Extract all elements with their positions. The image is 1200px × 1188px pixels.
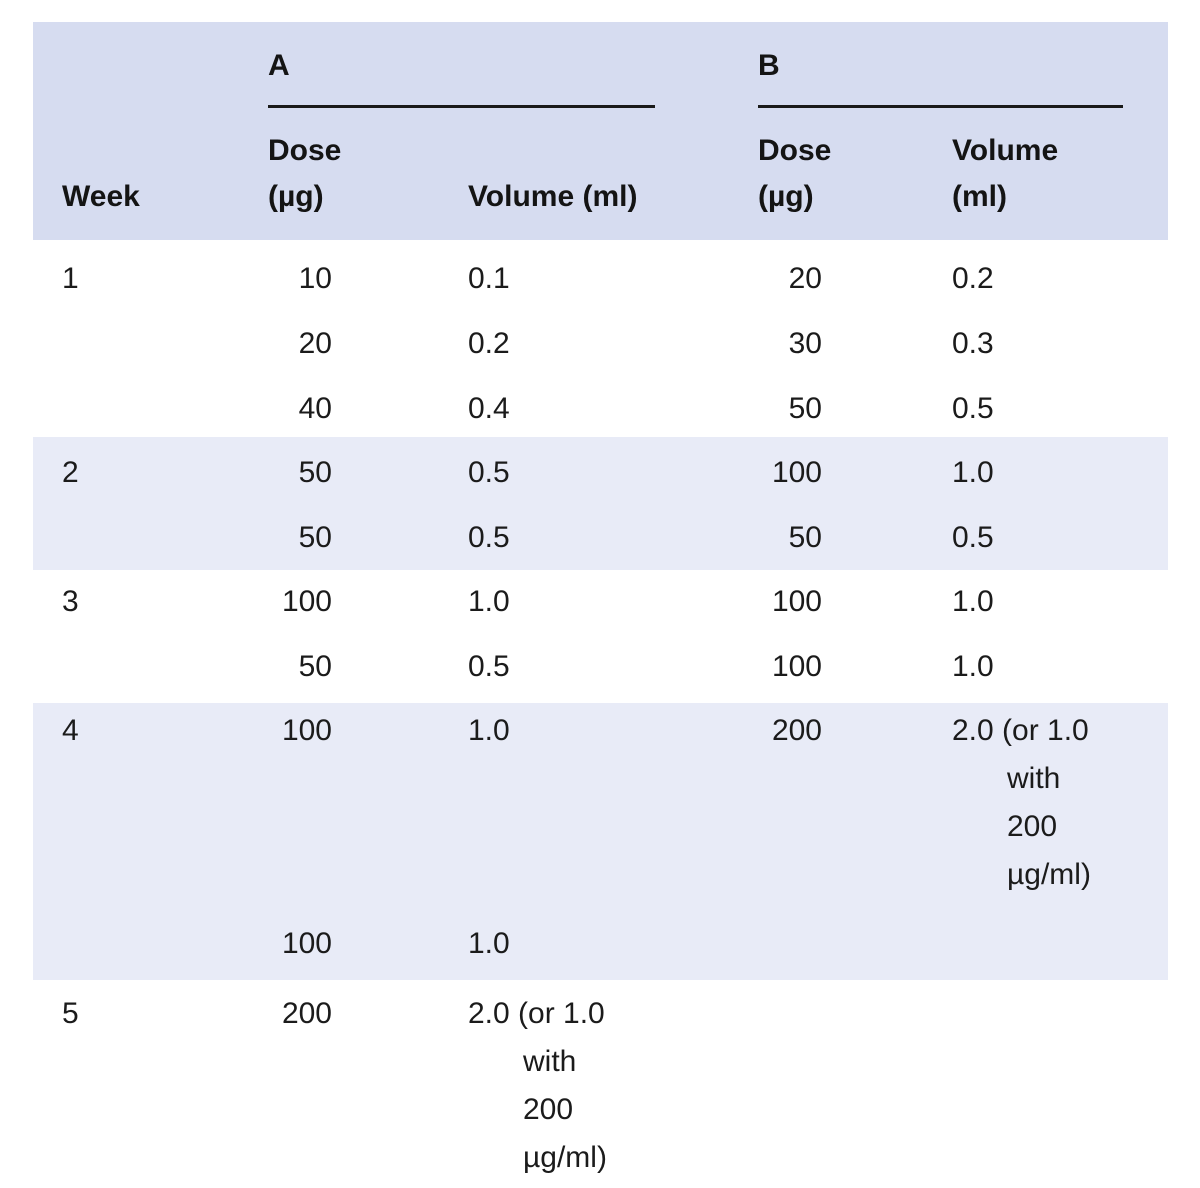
- week-cell: 4: [62, 714, 79, 747]
- b-volume-cell: 0.5: [952, 521, 994, 554]
- col-header-a-dose: Dose: [268, 134, 342, 167]
- group-b-label: B: [758, 49, 780, 82]
- b-dose-cell: 50: [788, 392, 822, 425]
- table-row: 5 200 2.0 (or 1.0 with 200 µg/ml): [33, 990, 1168, 1182]
- col-header-b-dose: Dose: [758, 134, 832, 167]
- week-cell: 1: [62, 262, 79, 295]
- week-4-block: 4 100 1.0 200 2.0 (or 1.0 with 200 µg/ml…: [33, 703, 1168, 980]
- col-header-b-volume-unit: (ml): [952, 180, 1007, 213]
- b-dose-cell: 100: [771, 585, 822, 618]
- b-dose-cell: 30: [788, 327, 822, 360]
- group-a-label: A: [268, 49, 290, 82]
- table-row: 3 100 1.0 100 1.0: [33, 578, 1168, 626]
- table-row: 4 100 1.0 200 2.0 (or 1.0 with 200 µg/ml…: [33, 707, 1168, 899]
- b-dose-cell: 100: [771, 456, 822, 489]
- b-volume-cell: 0.5: [952, 392, 994, 425]
- col-header-week: Week: [62, 180, 140, 213]
- table-header: A B Week Dose (µg) Volume (ml) Dose (µg)…: [33, 22, 1168, 240]
- table-row: 50 0.5 100 1.0: [33, 643, 1168, 691]
- b-volume-cell: 1.0: [952, 585, 994, 618]
- week-cell: 2: [62, 456, 79, 489]
- table-row: 100 1.0: [33, 920, 1168, 968]
- table-row: 50 0.5 50 0.5: [33, 514, 1168, 562]
- col-header-b-dose-unit: (µg): [758, 180, 814, 213]
- col-header-b-volume: Volume: [952, 134, 1059, 167]
- b-volume-cell: 2.0 (or 1.0 with 200 µg/ml): [952, 714, 1091, 891]
- a-dose-cell: 200: [281, 997, 332, 1030]
- week-3-block: 3 100 1.0 100 1.0 50 0.5 100 1.0: [33, 570, 1168, 703]
- b-dose-cell: 50: [788, 521, 822, 554]
- b-dose-cell: 100: [771, 650, 822, 683]
- group-a-rule: [268, 105, 655, 108]
- a-dose-cell: 100: [281, 714, 332, 747]
- a-dose-cell: 20: [298, 327, 332, 360]
- col-header-a-volume: Volume (ml): [468, 180, 638, 213]
- table-row: 2 50 0.5 100 1.0: [33, 449, 1168, 497]
- a-volume-cell: 0.5: [468, 521, 510, 554]
- table-row: 40 0.4 50 0.5: [33, 385, 1168, 433]
- col-header-a-dose-unit: (µg): [268, 180, 324, 213]
- a-volume-cell: 0.2: [468, 327, 510, 360]
- a-volume-cell: 1.0: [468, 585, 510, 618]
- b-volume-cell: 1.0: [952, 650, 994, 683]
- table-row: 1 10 0.1 20 0.2: [33, 255, 1168, 303]
- week-2-block: 2 50 0.5 100 1.0 50 0.5 50 0.5: [33, 437, 1168, 570]
- b-volume-cell: 0.3: [952, 327, 994, 360]
- b-dose-cell: 20: [788, 262, 822, 295]
- a-volume-cell: 1.0: [468, 927, 510, 960]
- b-volume-cell: 0.2: [952, 262, 994, 295]
- a-dose-cell: 50: [298, 521, 332, 554]
- a-volume-cell: 0.4: [468, 392, 510, 425]
- table-row: 20 0.2 30 0.3: [33, 320, 1168, 368]
- week-cell: 5: [62, 997, 79, 1030]
- a-volume-cell: 0.1: [468, 262, 510, 295]
- week-1-block: 1 10 0.1 20 0.2 20 0.2 30 0.3 40 0.4 50 …: [33, 240, 1168, 437]
- week-cell: 3: [62, 585, 79, 618]
- a-dose-cell: 50: [298, 456, 332, 489]
- a-dose-cell: 40: [298, 392, 332, 425]
- dose-table: A B Week Dose (µg) Volume (ml) Dose (µg)…: [33, 22, 1168, 1188]
- a-dose-cell: 50: [298, 650, 332, 683]
- group-b-rule: [758, 105, 1123, 108]
- b-dose-cell: 200: [771, 714, 822, 747]
- a-volume-cell: 0.5: [468, 650, 510, 683]
- a-volume-cell: 2.0 (or 1.0 with 200 µg/ml): [468, 997, 607, 1174]
- a-dose-cell: 100: [281, 927, 332, 960]
- a-dose-cell: 10: [298, 262, 332, 295]
- week-5-block: 5 200 2.0 (or 1.0 with 200 µg/ml): [33, 980, 1168, 1188]
- a-volume-cell: 0.5: [468, 456, 510, 489]
- a-dose-cell: 100: [281, 585, 332, 618]
- b-volume-cell: 1.0: [952, 456, 994, 489]
- a-volume-cell: 1.0: [468, 714, 510, 747]
